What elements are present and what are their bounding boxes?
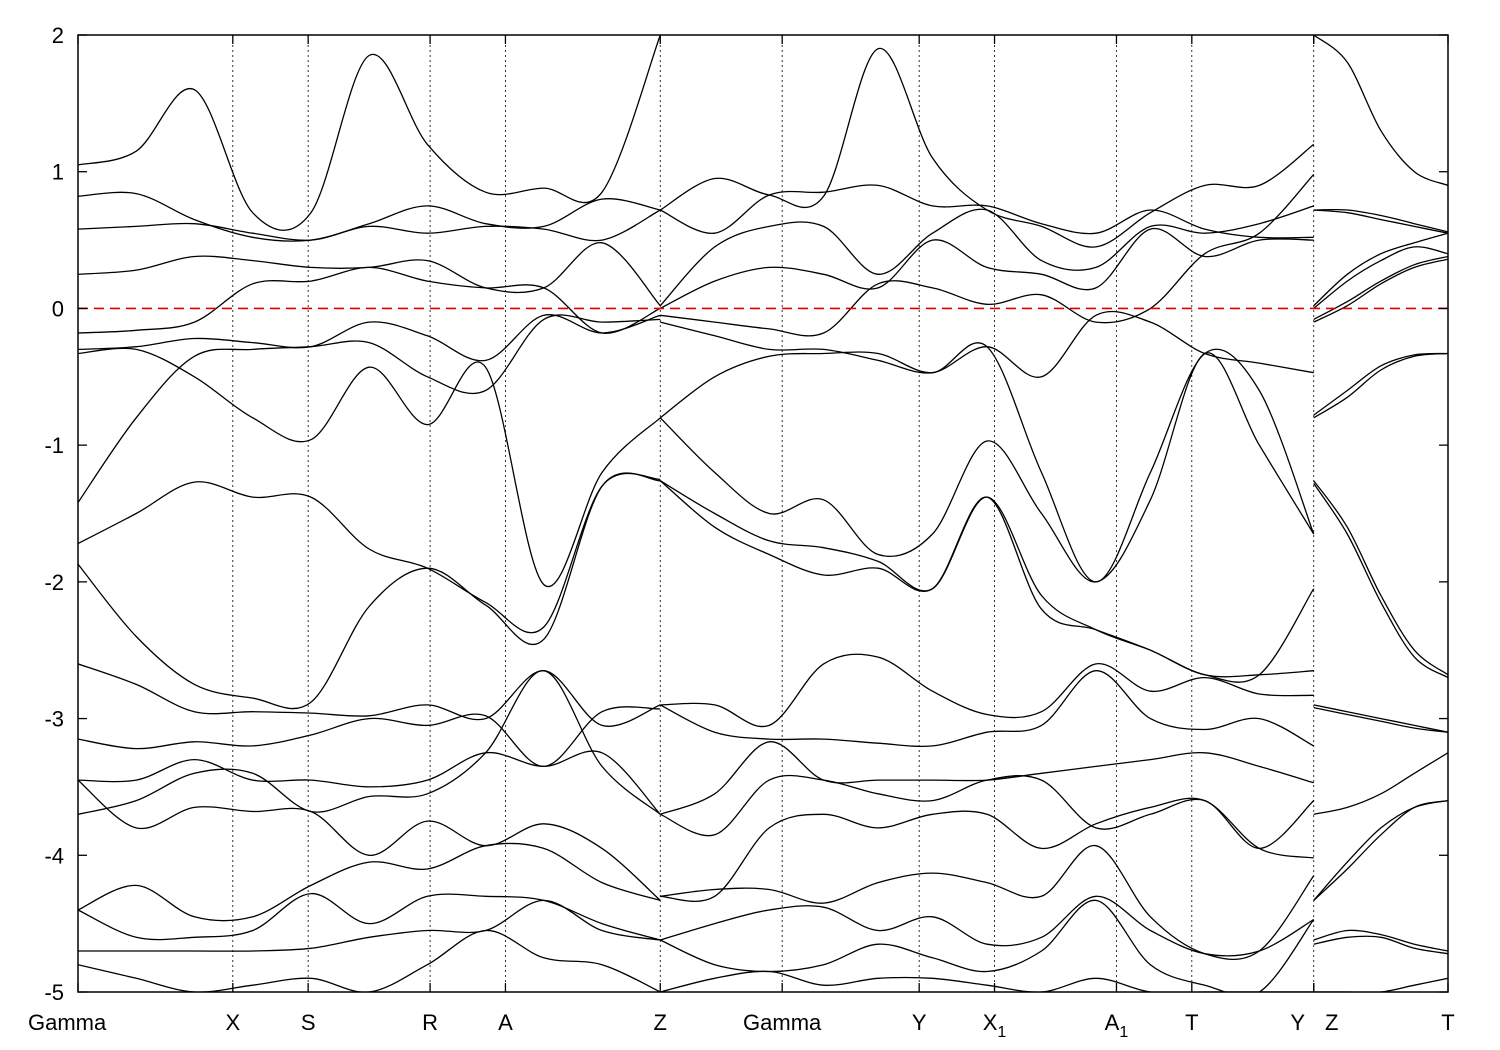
band-line xyxy=(660,653,1314,728)
band-line xyxy=(78,892,661,941)
y-tick-label: -1 xyxy=(44,433,64,458)
band-line xyxy=(659,352,1315,583)
band-line xyxy=(1313,483,1448,679)
y-axis-ticks: 2 1 0 -1 -2 -3 -4 -5 xyxy=(44,23,1448,1005)
y-tick-label: 1 xyxy=(52,160,64,185)
x-tick-label: R xyxy=(422,1010,438,1035)
band-line xyxy=(660,845,1315,961)
band-line xyxy=(1313,704,1448,733)
band-line xyxy=(660,774,1315,850)
band-line xyxy=(660,173,1315,337)
x-axis-ticks: Gamma X S R A Z Gamma Y X1 A1 T Y Z T xyxy=(28,35,1455,1041)
band-line xyxy=(659,480,1314,678)
band-lines xyxy=(78,35,1448,992)
band-line xyxy=(660,741,1314,815)
band-line xyxy=(1313,35,1448,187)
band-line xyxy=(660,310,1314,378)
y-tick-label: -5 xyxy=(44,980,64,1005)
band-line xyxy=(78,266,661,334)
band-line xyxy=(1313,799,1448,901)
band-line xyxy=(660,184,1314,239)
band-line xyxy=(659,205,1314,307)
band-line xyxy=(78,706,661,768)
band-line xyxy=(1313,799,1448,901)
band-line xyxy=(78,347,661,588)
band-line xyxy=(78,779,661,901)
band-line xyxy=(78,472,661,634)
band-line xyxy=(1313,255,1448,320)
y-tick-label: -2 xyxy=(44,570,64,595)
plot-frame xyxy=(77,34,1449,993)
band-line xyxy=(1313,209,1448,234)
band-line xyxy=(660,227,1314,309)
x-tick-label: Y xyxy=(912,1010,927,1035)
y-tick-label: 0 xyxy=(52,296,64,321)
band-line xyxy=(78,899,661,952)
band-line xyxy=(78,209,661,242)
band-line xyxy=(78,472,661,710)
band-line xyxy=(660,895,1315,957)
x-tick-label: Z xyxy=(654,1010,667,1035)
band-line xyxy=(78,663,661,727)
band-line xyxy=(78,670,661,815)
x-tick-label: A1 xyxy=(1105,1010,1129,1041)
band-line xyxy=(660,970,1314,992)
y-tick-label: 2 xyxy=(52,23,64,48)
x-tick-label: A xyxy=(498,1010,513,1035)
band-line xyxy=(659,48,1315,248)
band-line xyxy=(78,242,661,307)
x-tick-label: Z xyxy=(1325,1010,1338,1035)
band-line xyxy=(1313,929,1448,952)
band-line xyxy=(660,899,1315,992)
band-line xyxy=(78,35,661,231)
band-line xyxy=(1313,752,1448,815)
x-tick-label: Gamma xyxy=(28,1010,107,1035)
band-line xyxy=(78,750,661,815)
band-line xyxy=(1313,977,1448,992)
x-tick-label: Y xyxy=(1290,1010,1305,1035)
band-line xyxy=(78,314,661,503)
band-line xyxy=(78,842,661,922)
band-line xyxy=(1313,246,1448,309)
band-line xyxy=(1313,232,1448,307)
band-line xyxy=(1313,480,1448,676)
x-tick-label: X1 xyxy=(983,1010,1007,1041)
band-line xyxy=(660,670,1314,748)
x-tick-label: X xyxy=(225,1010,240,1035)
x-tick-label: T xyxy=(1441,1010,1454,1035)
band-line xyxy=(1313,258,1448,323)
band-line xyxy=(659,480,1315,683)
y-tick-label: -3 xyxy=(44,707,64,732)
y-tick-label: -4 xyxy=(44,843,64,868)
band-line xyxy=(660,797,1314,902)
band-line xyxy=(1313,935,1448,955)
x-tick-label: T xyxy=(1185,1010,1198,1035)
band-line xyxy=(1313,352,1448,416)
band-line xyxy=(78,929,661,992)
band-line xyxy=(1313,706,1448,733)
band-line xyxy=(78,191,661,242)
band-line xyxy=(659,342,1315,583)
band-line xyxy=(78,314,661,362)
band-line xyxy=(1313,208,1448,233)
x-tick-label: S xyxy=(301,1010,316,1035)
band-line xyxy=(1313,352,1448,419)
x-tick-label: Gamma xyxy=(743,1010,822,1035)
